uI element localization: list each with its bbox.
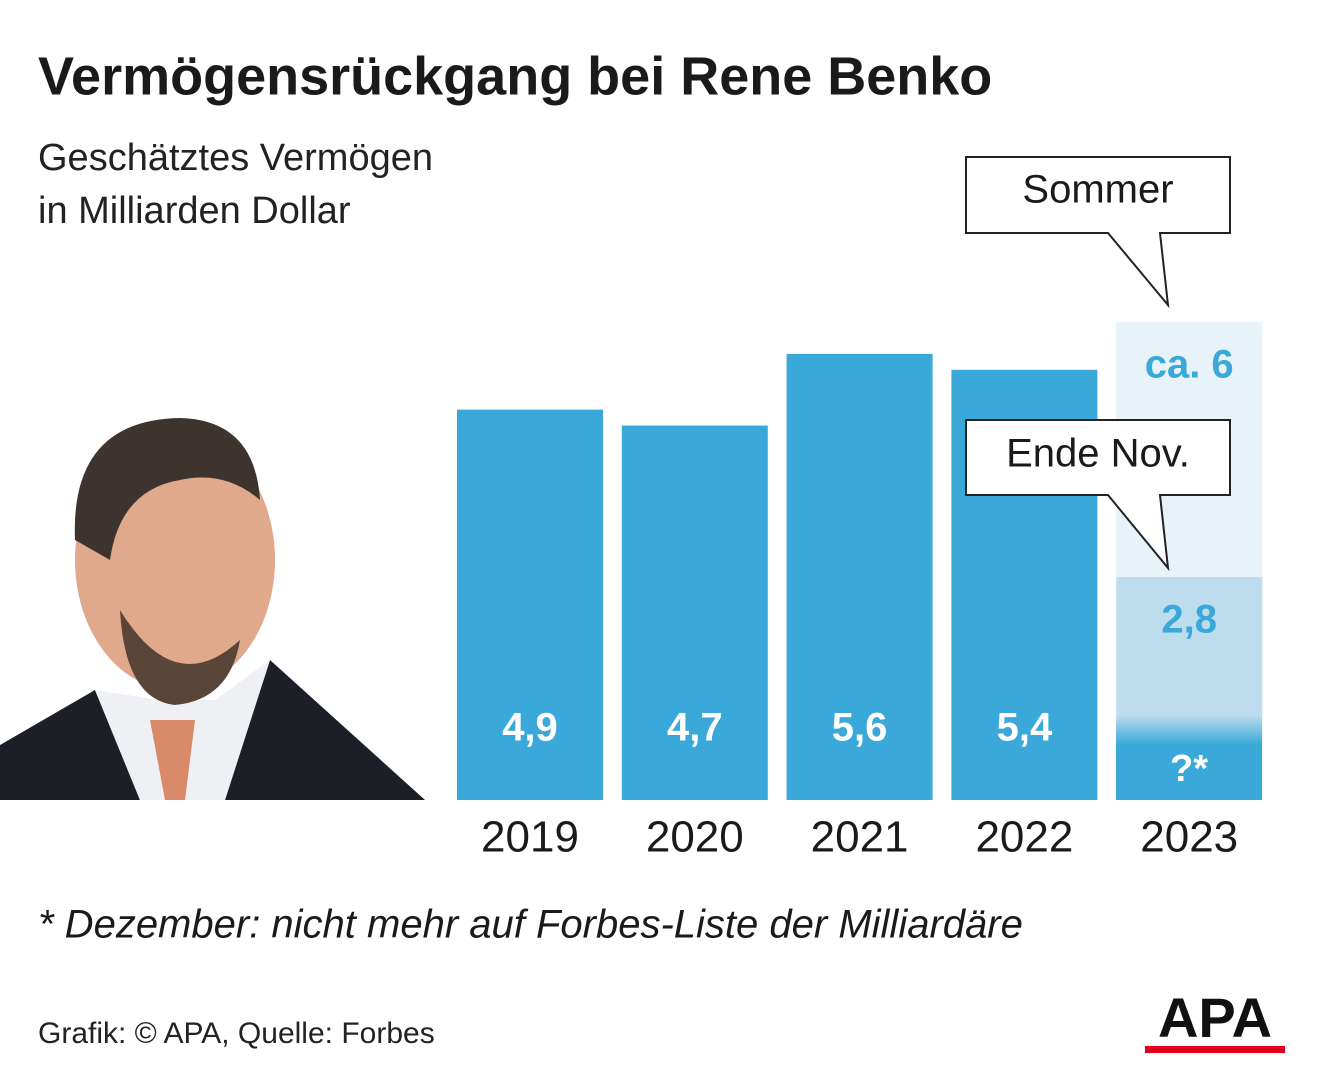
value-label: 5,4 — [997, 706, 1053, 750]
x-tick-label: 2022 — [975, 813, 1073, 862]
bar — [786, 353, 933, 800]
chart-title: Vermögensrückgang bei Rene Benko — [38, 46, 992, 106]
x-tick-label: 2019 — [481, 813, 579, 862]
value-label: 4,9 — [502, 706, 558, 750]
logo: APA — [1158, 986, 1272, 1049]
callout-label: Ende Nov. — [1006, 432, 1190, 476]
logo-bar — [1145, 1046, 1285, 1053]
x-tick-label: 2023 — [1140, 813, 1238, 862]
x-tick-label: 2021 — [811, 813, 909, 862]
portrait — [0, 418, 425, 800]
source: Grafik: © APA, Quelle: Forbes — [38, 1017, 435, 1050]
footnote: * Dezember: nicht mehr auf Forbes-Liste … — [38, 903, 1023, 947]
unknown-segment — [1116, 715, 1262, 800]
subtitle: in Milliarden Dollar — [38, 190, 351, 232]
callout — [965, 419, 1231, 572]
value-label: 2,8 — [1161, 597, 1217, 641]
bar — [457, 409, 603, 800]
unknown-label: ?* — [1170, 748, 1208, 790]
value-label: ca. 6 — [1145, 343, 1234, 387]
callout-label: Sommer — [1022, 168, 1173, 212]
value-label: 5,6 — [832, 706, 888, 750]
callout — [965, 156, 1231, 309]
x-tick-label: 2020 — [646, 813, 744, 862]
subtitle: Geschätztes Vermögen — [38, 137, 433, 179]
value-label: 4,7 — [667, 706, 723, 750]
bar — [621, 425, 768, 800]
